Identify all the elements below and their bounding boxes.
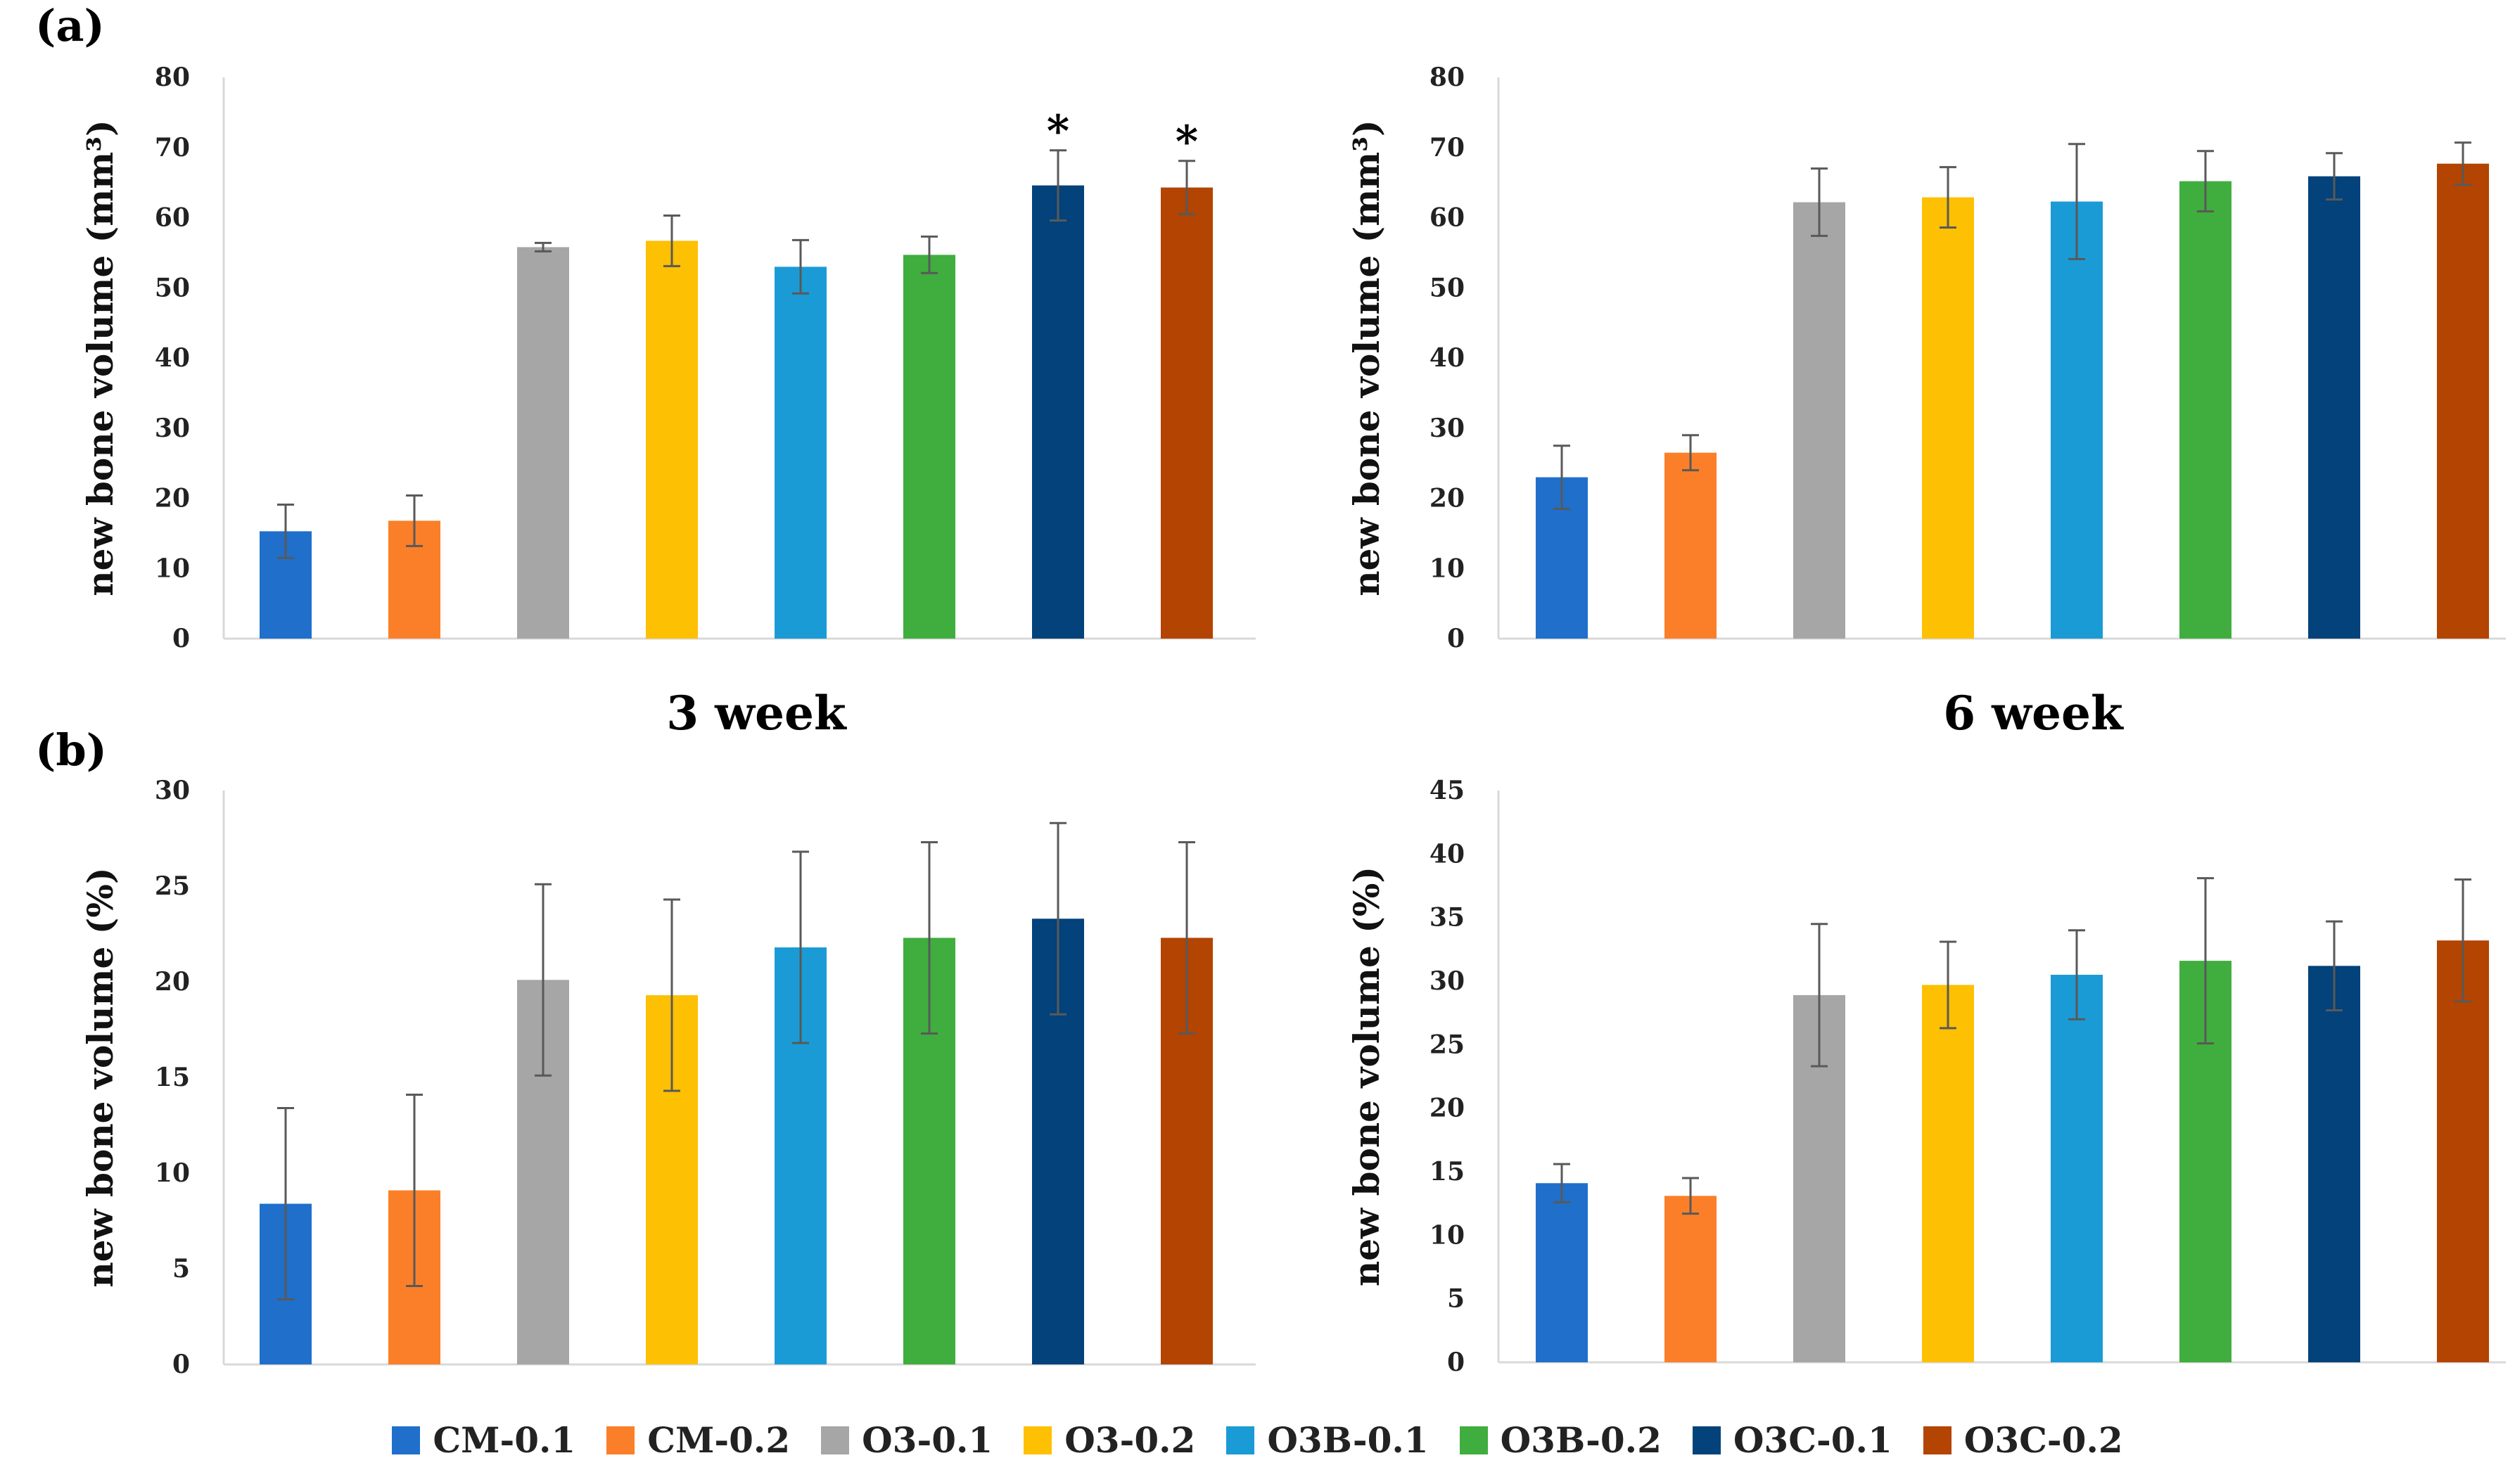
y-tick-label: 30: [155, 776, 190, 805]
legend-item: O3-0.2: [1024, 1419, 1195, 1461]
legend-item: O3B-0.1: [1226, 1419, 1429, 1461]
significance-marker: *: [1047, 105, 1069, 157]
y-tick-label: 20: [155, 484, 190, 513]
y-tick-label: 25: [155, 871, 190, 901]
bar-O3-0.2: [646, 241, 698, 639]
y-tick-label: 45: [1430, 776, 1465, 805]
bar-O3-0.1: [517, 247, 569, 639]
y-tick-label: 50: [155, 273, 190, 302]
legend-label: O3-0.2: [1064, 1419, 1196, 1461]
y-tick-label: 70: [155, 133, 190, 162]
y-tick-label: 0: [172, 1350, 190, 1379]
y-tick-label: 50: [1430, 273, 1465, 302]
y-tick-label: 20: [1430, 1094, 1465, 1123]
y-axis-label: new bone volume (%): [79, 867, 121, 1287]
legend-item: O3C-0.2: [1923, 1419, 2123, 1461]
y-axis-label: new bone volume (%): [1346, 866, 1387, 1286]
bar-O3C-0.1: [1032, 185, 1084, 639]
significance-marker: *: [1176, 116, 1198, 167]
legend-swatch: [392, 1426, 421, 1454]
legend-label: CM-0.2: [647, 1419, 791, 1461]
legend-item: O3C-0.1: [1692, 1419, 1892, 1461]
y-tick-label: 30: [155, 414, 190, 443]
bar-CM-0.2: [1664, 452, 1717, 639]
bar-O3-0.2: [1922, 197, 1974, 639]
legend-swatch: [1459, 1426, 1488, 1454]
legend-item: O3B-0.2: [1459, 1419, 1662, 1461]
bar-CM-0.2: [1664, 1196, 1717, 1362]
legend-label: O3C-0.1: [1733, 1419, 1892, 1461]
y-tick-label: 40: [1430, 343, 1465, 373]
y-tick-label: 15: [1430, 1157, 1465, 1186]
bar-O3B-0.1: [2051, 974, 2103, 1362]
y-tick-label: 40: [155, 343, 190, 373]
legend-label: O3-0.1: [862, 1419, 993, 1461]
week-label-3: 3 week: [666, 686, 846, 741]
legend-item: O3-0.1: [821, 1419, 993, 1461]
legend-swatch: [1692, 1426, 1721, 1454]
legend: CM-0.1 CM-0.2 O3-0.1 O3-0.2 O3B-0.1 O3B-0.2 O3…: [0, 1419, 2515, 1461]
y-tick-label: 20: [1430, 484, 1465, 513]
legend-label: O3C-0.2: [1963, 1419, 2123, 1461]
bar-O3C-0.2: [1161, 187, 1213, 639]
y-tick-label: 30: [1430, 966, 1465, 996]
legend-item: CM-0.2: [606, 1419, 790, 1461]
y-tick-label: 0: [1447, 1348, 1465, 1377]
legend-swatch: [606, 1426, 635, 1454]
panel-label-a: (a): [35, 0, 105, 51]
legend-label: CM-0.1: [433, 1419, 576, 1461]
bar-O3C-0.1: [2308, 966, 2360, 1362]
legend-label: O3B-0.1: [1267, 1419, 1429, 1461]
y-tick-label: 60: [1430, 203, 1465, 233]
legend-item: CM-0.1: [392, 1419, 575, 1461]
legend-swatch: [1024, 1426, 1052, 1454]
y-tick-label: 80: [1430, 63, 1465, 92]
bar-O3B-0.1: [775, 267, 827, 639]
panel-label-b: (b): [35, 724, 108, 776]
bar-O3B-0.2: [2179, 181, 2231, 639]
legend-swatch: [821, 1426, 850, 1454]
y-tick-label: 10: [1430, 554, 1465, 583]
y-tick-label: 10: [155, 554, 190, 583]
bar-CM-0.1: [1536, 1183, 1588, 1362]
y-tick-label: 10: [155, 1158, 190, 1188]
y-tick-label: 35: [1430, 903, 1465, 933]
y-tick-label: 80: [155, 63, 190, 92]
bar-O3C-0.2: [2437, 940, 2489, 1362]
y-tick-label: 10: [1430, 1220, 1465, 1250]
y-tick-label: 5: [1447, 1284, 1465, 1314]
y-axis-label: new bone volume (mm³): [1346, 120, 1387, 596]
bar-O3B-0.2: [903, 255, 955, 639]
y-axis-label: new bone volume (mm³): [79, 120, 121, 596]
bar-O3B-0.1: [2051, 201, 2103, 639]
y-tick-label: 0: [172, 624, 190, 653]
y-tick-label: 15: [155, 1063, 190, 1092]
bar-O3-0.2: [1922, 985, 1974, 1362]
y-tick-label: 30: [1430, 414, 1465, 443]
legend-swatch: [1923, 1426, 1951, 1454]
week-label-6: 6 week: [1943, 686, 2123, 741]
y-tick-label: 70: [1430, 133, 1465, 162]
y-tick-label: 25: [1430, 1030, 1465, 1059]
y-tick-label: 5: [172, 1254, 190, 1284]
y-tick-label: 40: [1430, 839, 1465, 869]
bar-O3C-0.1: [2308, 176, 2360, 639]
legend-swatch: [1226, 1426, 1255, 1454]
y-tick-label: 20: [155, 967, 190, 997]
bar-O3C-0.2: [2437, 163, 2489, 639]
bar-O3-0.1: [1793, 202, 1845, 639]
y-tick-label: 60: [155, 203, 190, 233]
legend-label: O3B-0.2: [1500, 1419, 1662, 1461]
y-tick-label: 0: [1447, 624, 1465, 653]
